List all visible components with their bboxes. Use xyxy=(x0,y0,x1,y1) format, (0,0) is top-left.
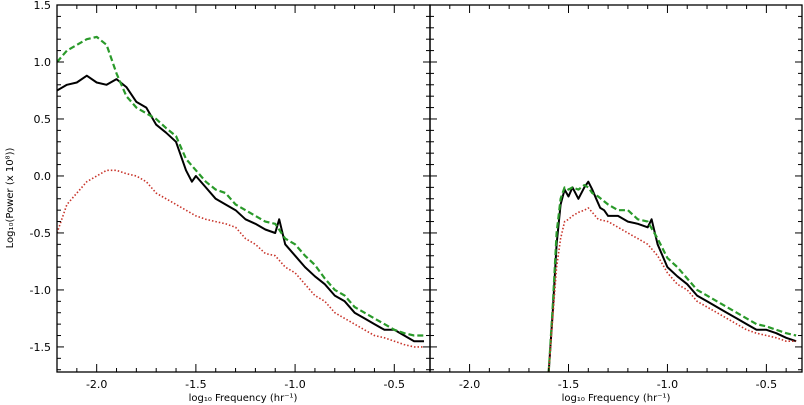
y-tick-label: 0.5 xyxy=(34,113,52,126)
x-tick-label: -1.5 xyxy=(185,378,206,391)
right-panel: -2.0 -1.5 -1.0 -0.5 xyxy=(429,4,803,391)
x-tick-label: -1.5 xyxy=(558,378,579,391)
y-axis-title: Log₁₀(Power (x 10⁸)) xyxy=(5,148,16,249)
series-solid-panel-2 xyxy=(547,180,797,372)
x-tick-label: -2.0 xyxy=(86,378,107,391)
x-tick-label: -1.0 xyxy=(284,378,305,391)
x-axis-title-left: log₁₀ Frequency (hr⁻¹) xyxy=(189,393,298,404)
x-tick-label: -1.0 xyxy=(657,378,678,391)
plot-frame-panel-2 xyxy=(429,4,803,373)
y-tick-label: 0.0 xyxy=(34,170,52,183)
y-tick-label: -1.5 xyxy=(30,341,51,354)
series-dotted-panel-1 xyxy=(57,169,424,348)
y-tick-label: -1.0 xyxy=(30,284,51,297)
y-tick-label: 1.5 xyxy=(34,0,52,12)
y-tick-label: -0.5 xyxy=(30,227,51,240)
x-axis-title-right: log₁₀ Frequency (hr⁻¹) xyxy=(562,393,671,404)
series-dashed-panel-2 xyxy=(547,184,797,372)
x-tick-label: -0.5 xyxy=(756,378,777,391)
series-dashed-panel-1 xyxy=(57,35,424,337)
y-tick-label: 1.0 xyxy=(34,56,52,69)
series-dotted-panel-2 xyxy=(547,207,797,372)
x-tick-label: -2.0 xyxy=(459,378,480,391)
x-tick-label: -0.5 xyxy=(384,378,405,391)
left-panel: 1.5 1.0 0.5 0.0 -0.5 -1.0 -1.5 -2.0 -1.5 -1.0 -0.5 xyxy=(30,0,431,391)
